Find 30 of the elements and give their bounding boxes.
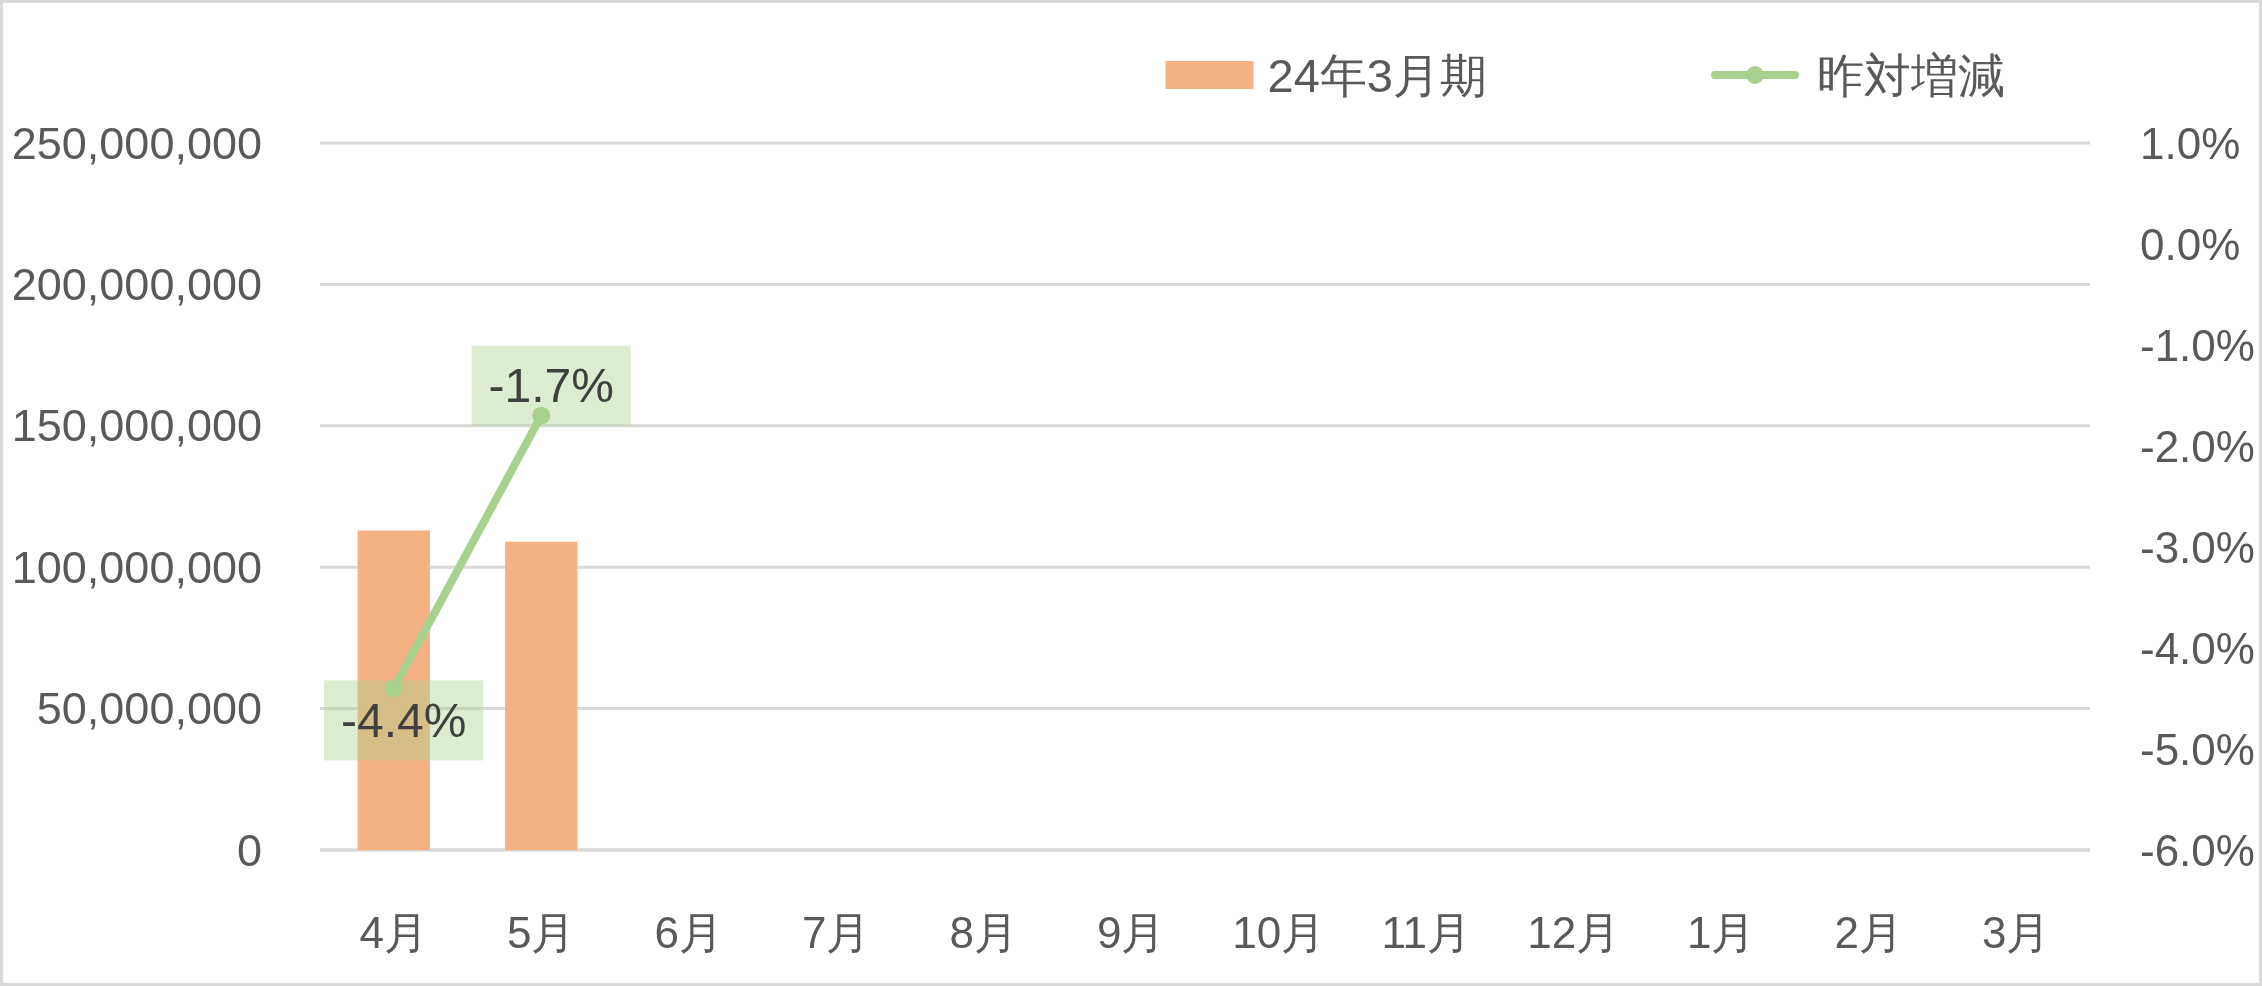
y-tick-label: 50,000,000 [36,683,262,735]
x-tick-label: 10月 [1232,907,1326,957]
y-tick-label: 200,000,000 [11,258,262,310]
x-tick-label: 8月 [949,907,1018,957]
x-tick-label: 5月 [507,907,576,957]
x-tick-label: 9月 [1097,907,1166,957]
y2-tick-label: 0.0% [2140,219,2241,269]
y-tick-label: 250,000,000 [11,117,262,169]
data-label: -1.7% [488,359,614,413]
x-tick-label: 3月 [1982,907,2051,957]
y-tick-label: 150,000,000 [11,400,262,452]
y2-tick-label: -4.0% [2140,623,2255,673]
x-tick-label: 6月 [654,907,723,957]
legend-label: 24年3月期 [1267,48,1487,102]
y2-tick-label: -6.0% [2140,825,2255,875]
y2-tick-label: 1.0% [2140,118,2241,168]
y-tick-label: 0 [236,824,262,876]
x-tick-label: 2月 [1834,907,1903,957]
legend-label: 昨対増減 [1817,48,2005,102]
y2-tick-label: -5.0% [2140,724,2255,774]
x-tick-label: 4月 [359,907,428,957]
x-tick-label: 11月 [1381,907,1472,957]
x-tick-label: 7月 [802,907,871,957]
x-tick-label: 12月 [1527,907,1621,957]
y2-tick-label: -2.0% [2140,421,2255,471]
y-tick-label: 100,000,000 [11,541,262,593]
y2-tick-label: -3.0% [2140,522,2255,572]
data-label: -4.4% [341,693,467,747]
y2-tick-label: -1.0% [2140,320,2255,370]
x-tick-label: 1月 [1687,907,1756,957]
